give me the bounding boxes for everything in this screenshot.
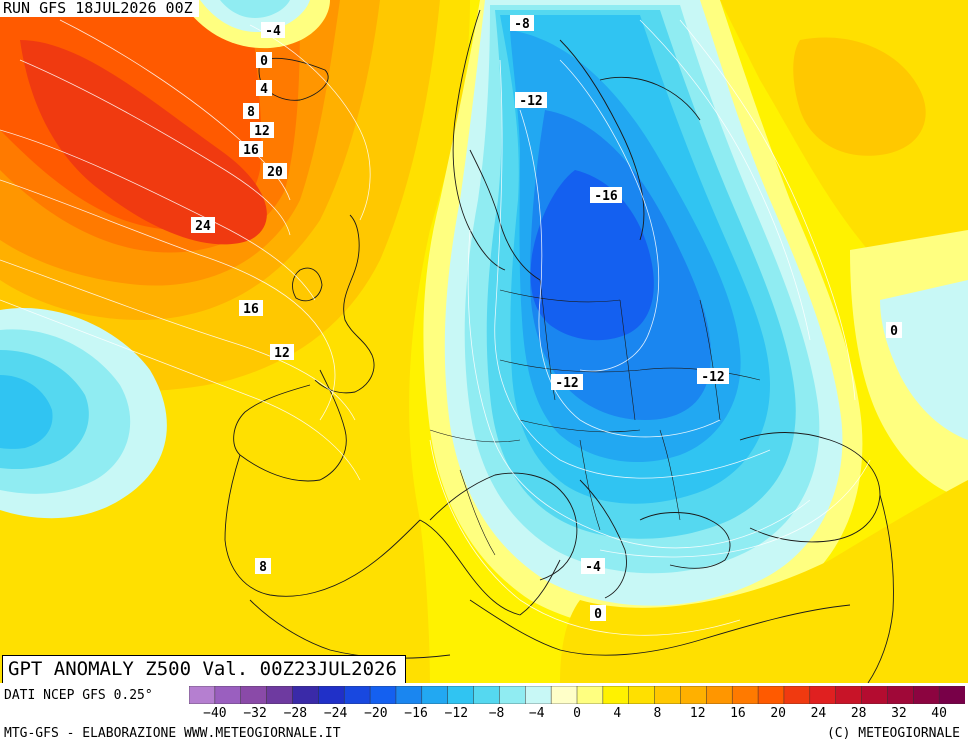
west-low	[0, 308, 167, 519]
atlantic-high	[0, 0, 470, 683]
isoline-label: -4	[265, 24, 281, 39]
colorbar-swatch	[189, 686, 216, 704]
colorbar-swatch	[809, 686, 837, 704]
colorbar-tick-label: −32	[243, 706, 267, 721]
colorbar-swatch	[861, 686, 888, 704]
isoline-label: 0	[890, 324, 898, 339]
isoline-label: 0	[594, 607, 602, 622]
isoline-label: -4	[585, 560, 601, 575]
colorbar-tick-label: 4	[613, 706, 622, 721]
isoline-label: 0	[260, 54, 268, 69]
data-source-label: DATI NCEP GFS 0.25°	[4, 688, 153, 703]
colorbar-swatch	[602, 686, 630, 704]
colorbar-tick-label: −16	[404, 706, 428, 721]
colorbar-tick-label: 8	[653, 706, 662, 721]
isoline-label: -12	[555, 376, 578, 391]
east-neutral	[560, 0, 968, 683]
isolines	[0, 19, 871, 636]
colorbar-swatch	[731, 686, 759, 704]
colorbar-swatch	[214, 686, 242, 704]
colorbar-tick-label: −12	[444, 706, 469, 721]
isoline-label: 12	[254, 124, 270, 139]
colorbar-swatch	[395, 686, 423, 704]
colorbar-tick-label: −8	[488, 706, 505, 721]
colorbar-swatch	[240, 686, 268, 704]
colorbar-ticks: −40 −32 −28 −24 −20 −16 −12 −8 −4 0 4 8 12 16 20 24 28 32…	[189, 706, 965, 722]
colorbar-tick-label: −20	[364, 706, 388, 721]
colorbar-swatch	[499, 686, 526, 704]
colorbar-swatch	[343, 686, 371, 704]
colorbar-tick-label: 12	[689, 706, 706, 721]
isoline-label: 16	[243, 302, 259, 317]
colorbar-tick-label: 16	[730, 706, 746, 721]
colorbar-swatch	[706, 686, 733, 704]
isoline-labels: -4 0 4 8 12 16 20 24 16 12 8 -8 -12	[191, 15, 902, 622]
colorbar-swatch	[576, 686, 604, 704]
isoline-label: -8	[514, 17, 530, 32]
colorbar-swatch	[835, 686, 863, 704]
colorbar-swatch	[887, 686, 914, 704]
colorbar-swatch	[550, 686, 578, 704]
colorbar-swatch	[783, 686, 811, 704]
map-title: GPT ANOMALY Z500 Val. 00Z23JUL2026	[2, 655, 406, 684]
colorbar-swatch	[473, 686, 500, 704]
isoline-label: 24	[195, 219, 211, 234]
colorbar-swatch	[318, 686, 345, 704]
colorbar-tick-label: 28	[850, 706, 867, 721]
colorbar-swatch	[525, 686, 552, 704]
colorbar-swatch	[628, 686, 656, 704]
isoline-label: 12	[274, 346, 290, 361]
colorbar-tick-label: 32	[891, 706, 907, 721]
isoline-label: -12	[519, 94, 542, 109]
isoline-label: 20	[267, 165, 283, 180]
coastlines	[224, 9, 894, 683]
colorbar-tick-label: −4	[528, 706, 545, 721]
colorbar-tick-label: 24	[810, 706, 827, 721]
colorbar-swatch	[447, 686, 475, 704]
colorbar-tick-label: 0	[573, 706, 581, 721]
isoline-label: -12	[701, 370, 724, 385]
isoline-label: 16	[243, 143, 259, 158]
colorbar-swatch	[421, 686, 449, 704]
colorbar-swatch	[292, 686, 319, 704]
isoline-label: -16	[594, 189, 618, 204]
colorbar-tick-label: −40	[203, 706, 227, 721]
colorbar-swatch	[757, 686, 785, 704]
colorbar-swatch	[938, 686, 965, 704]
colorbar-swatch	[369, 686, 397, 704]
colorbar	[189, 686, 965, 704]
colorbar-swatch	[913, 686, 940, 704]
colorbar-swatch	[680, 686, 707, 704]
isoline-label: 8	[247, 105, 255, 120]
credit-left: MTG-GFS - ELABORAZIONE WWW.METEOGIORNALE…	[4, 726, 341, 741]
isoline-label: 8	[259, 560, 267, 575]
run-label: RUN GFS 18JUL2026 00Z	[0, 0, 199, 17]
colorbar-tick-label: 20	[770, 706, 786, 721]
isoline-label: 4	[260, 82, 268, 97]
colorbar-tick-label: −28	[283, 706, 308, 721]
colorbar-tick-label: 40	[931, 706, 947, 721]
credit-right: (C) METEOGIORNALE	[826, 726, 960, 741]
anomaly-map: -4 0 4 8 12 16 20 24 16 12 8 -8 -12	[0, 0, 968, 683]
colorbar-swatch	[266, 686, 294, 704]
colorbar-swatch	[654, 686, 682, 704]
colorbar-tick-label: −24	[323, 706, 348, 721]
